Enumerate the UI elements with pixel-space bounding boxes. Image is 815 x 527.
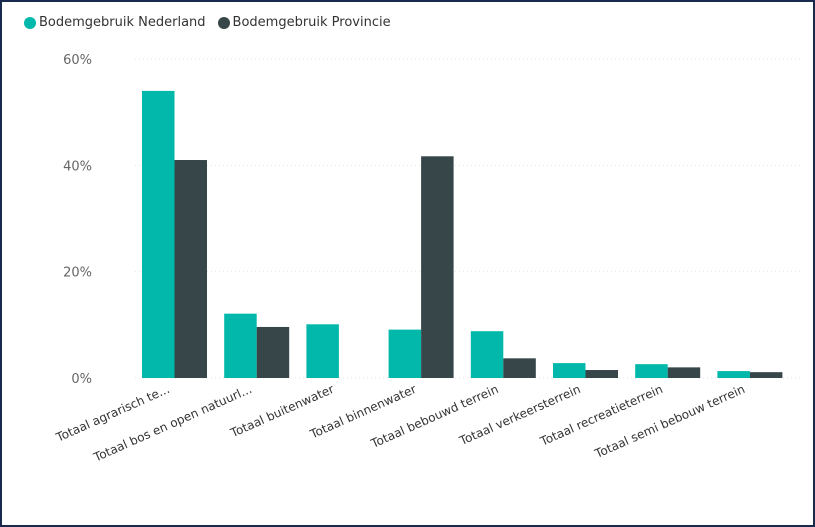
bar-provincie[interactable] [667,367,701,378]
legend-label-provincie: Bodemgebruik Provincie [232,15,391,30]
bar-nederland[interactable] [635,364,668,378]
x-tick-label: Totaal semi bebouw terrein [592,382,747,461]
bar-provincie[interactable] [585,370,619,378]
bar-provincie[interactable] [749,372,783,378]
legend-label-nederland: Bodemgebruik Nederland [39,15,206,30]
bar-nederland[interactable] [306,324,339,378]
legend-item-provincie[interactable]: Bodemgebruik Provincie [217,15,391,30]
bar-nederland[interactable] [717,371,750,378]
bar-provincie[interactable] [503,358,536,378]
bar-provincie[interactable] [421,156,454,378]
bar-provincie[interactable] [256,326,290,378]
bar-nederland[interactable] [553,363,586,378]
legend-item-nederland[interactable]: Bodemgebruik Nederland [24,15,206,30]
bar-nederland[interactable] [142,90,175,379]
bar-nederland[interactable] [388,329,422,378]
chart-legend: Bodemgebruik Nederland Bodemgebruik Prov… [24,15,403,30]
y-tick-label: 60% [63,53,92,68]
y-tick-label: 40% [63,159,92,174]
legend-marker-nederland [24,16,36,29]
x-tick-label: Totaal bos en open natuurl... [91,382,254,465]
bar-provincie[interactable] [174,160,208,378]
legend-marker-provincie [217,16,230,29]
bar-nederland[interactable] [470,331,504,378]
bar-nederland[interactable] [224,313,257,378]
y-tick-label: 20% [63,266,92,281]
y-tick-label: 0% [71,372,92,387]
